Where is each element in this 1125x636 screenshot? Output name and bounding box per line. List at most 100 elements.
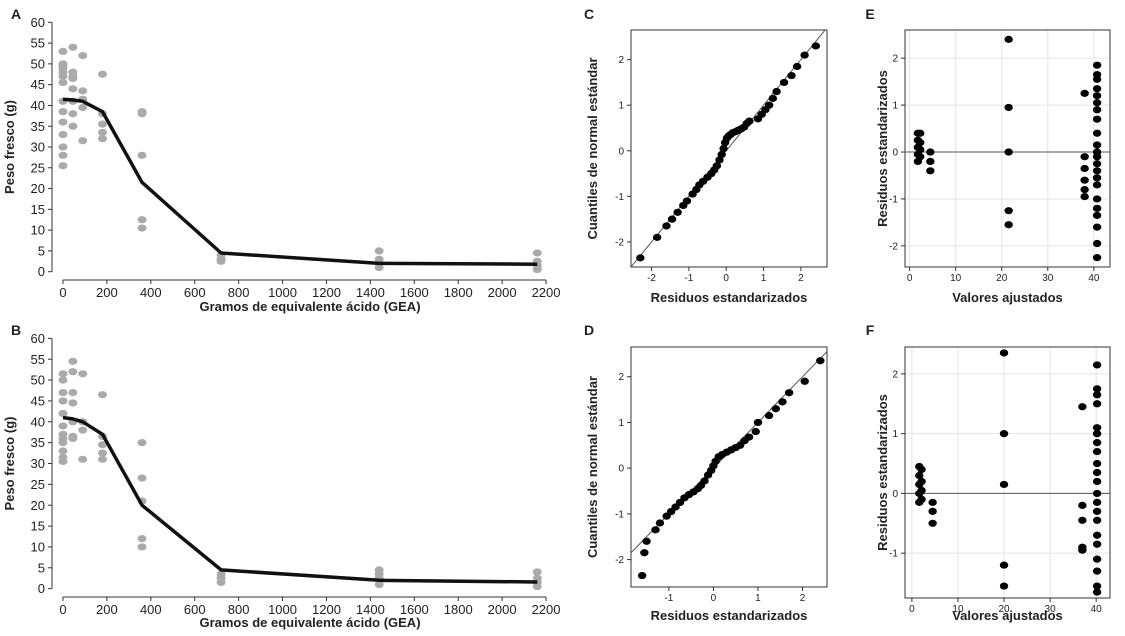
x-axis-title: Residuos estandarizados	[651, 290, 808, 305]
x-tick-label: 800	[228, 285, 250, 300]
y-tick-label: 25	[31, 160, 45, 175]
y-tick-label: 35	[31, 119, 45, 134]
data-point	[917, 465, 926, 474]
data-point	[1092, 391, 1102, 399]
panel-c: -2 -1 0 1 2 -2 -1 0 1 2 C Residuos estandarizados Cu…	[584, 6, 828, 305]
data-point	[374, 566, 384, 574]
panel-label: D	[584, 322, 594, 338]
data-point	[1092, 459, 1102, 468]
data-point	[1080, 89, 1089, 97]
data-point	[779, 78, 789, 87]
data-point	[926, 148, 935, 156]
x-tick-label: 2000	[488, 285, 517, 300]
y-axis-title: Cuantiles de normal estándar	[585, 376, 600, 558]
data-points	[636, 42, 820, 262]
x-tick-label: 0	[909, 604, 915, 615]
data-point	[137, 474, 147, 482]
data-point	[98, 391, 108, 399]
data-points	[637, 357, 825, 580]
data-point	[1092, 439, 1102, 447]
data-point	[216, 570, 226, 578]
data-point	[916, 139, 925, 147]
dose-response-fit-line	[62, 97, 538, 266]
data-point	[58, 388, 68, 397]
data-point	[1092, 106, 1102, 114]
x-tick-label: 2	[800, 593, 806, 604]
data-point	[68, 122, 78, 130]
x-tick-label: 400	[140, 285, 162, 300]
y-tick-label: 1	[618, 418, 624, 429]
data-point	[1092, 516, 1102, 524]
data-point	[1080, 193, 1089, 201]
data-point	[1092, 400, 1102, 408]
y-tick-label: 2	[618, 55, 624, 66]
data-point	[58, 108, 68, 116]
y-tick-label: 0	[38, 581, 45, 596]
panel-label: F	[866, 322, 875, 338]
y-tick-label: -1	[615, 509, 624, 520]
data-point	[1092, 160, 1102, 168]
data-point	[1092, 588, 1102, 596]
data-point	[928, 498, 937, 506]
data-point	[636, 254, 645, 262]
x-tick-label: 1200	[312, 285, 341, 300]
data-point	[374, 255, 384, 263]
data-point	[1092, 424, 1102, 432]
data-point	[1092, 92, 1102, 100]
data-point	[682, 197, 692, 205]
data-point	[1092, 468, 1102, 477]
data-point	[1092, 531, 1102, 539]
data-point	[787, 71, 796, 80]
y-axis-title: Peso fresco (g)	[2, 417, 17, 511]
data-point	[771, 405, 780, 413]
data-point	[58, 143, 68, 151]
panel-label: A	[11, 6, 21, 22]
panel-b: 0 200 400 600 800 1000 1200 1400 1600 1800 2000 220…	[2, 322, 561, 630]
data-point	[764, 411, 774, 420]
data-point	[655, 519, 665, 527]
x-tick-label: 1600	[400, 285, 429, 300]
data-point	[78, 87, 88, 95]
y-tick-label: 20	[31, 498, 45, 513]
data-point	[1092, 385, 1102, 393]
data-point	[68, 388, 78, 397]
y-tick-label: 10	[31, 539, 45, 554]
panel-label: B	[11, 322, 21, 338]
data-point	[1092, 148, 1102, 156]
data-point	[700, 477, 709, 485]
x-tick-label: 2200	[532, 285, 561, 300]
data-point	[916, 146, 925, 154]
data-point	[78, 51, 88, 60]
y-tick-label: 10	[31, 223, 45, 238]
x-tick-label: -2	[647, 273, 656, 284]
data-point	[926, 157, 935, 166]
y-axis-title: Peso fresco (g)	[2, 100, 17, 194]
data-point	[58, 78, 68, 87]
data-point	[1092, 85, 1102, 93]
data-point	[1092, 141, 1102, 149]
data-point	[652, 233, 662, 241]
data-point	[816, 357, 825, 365]
x-tick-label: 1400	[356, 602, 385, 617]
y-tick-label: 45	[31, 77, 45, 92]
data-point	[1078, 403, 1087, 411]
data-point	[715, 156, 724, 164]
data-point	[78, 137, 88, 145]
y-tick-label: 15	[31, 202, 45, 217]
data-point	[811, 42, 820, 50]
x-tick-label: 1	[755, 593, 761, 604]
y-tick-label: 15	[31, 519, 45, 534]
x-tick-label: 10	[950, 273, 962, 284]
data-point	[800, 377, 809, 385]
data-point	[768, 94, 778, 102]
data-point	[928, 519, 937, 527]
y-tick-label: 0	[38, 264, 45, 279]
x-tick-label: 40	[1088, 273, 1100, 284]
data-point	[999, 582, 1009, 590]
data-point	[137, 216, 147, 224]
data-point	[98, 455, 108, 463]
y-tick-label: 30	[31, 140, 45, 155]
x-tick-label: 1600	[400, 602, 429, 617]
data-point	[1092, 540, 1102, 548]
